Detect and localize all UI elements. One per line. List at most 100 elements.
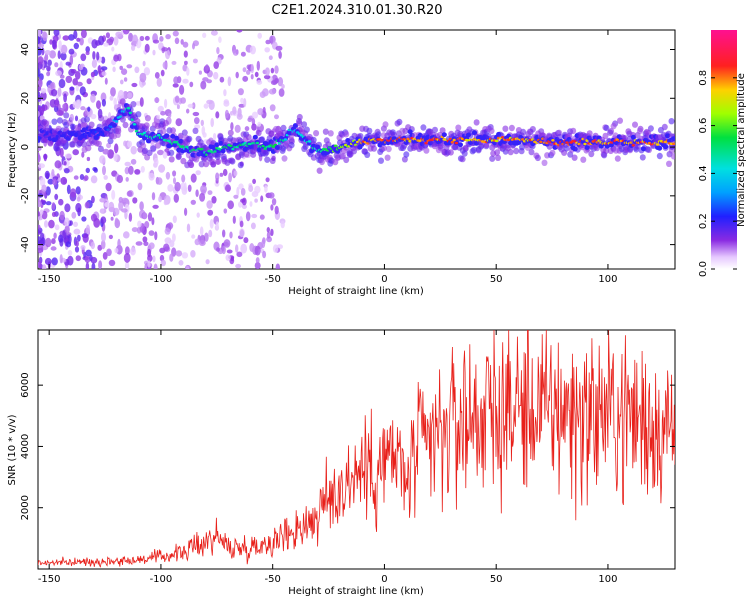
spectrogram-speckle (281, 84, 285, 89)
spectrogram-speckle (154, 231, 158, 241)
spectrogram-speckle (135, 241, 143, 246)
spectrogram-speckle (215, 111, 220, 119)
spectrogram-halo (162, 119, 169, 127)
spectrogram-ridge-core (539, 140, 543, 144)
spectrogram-halo (264, 156, 271, 163)
spectrogram-speckle (81, 151, 85, 158)
spectrogram-speckle (268, 55, 273, 60)
spectrogram-speckle (246, 64, 251, 70)
spectrogram-speckle (103, 175, 108, 180)
spectrogram-speckle (192, 111, 200, 117)
spectrogram-speckle (190, 199, 196, 205)
spectrogram-speckle (152, 204, 159, 209)
spectrogram-speckle (131, 44, 136, 52)
spectrogram-halo (494, 149, 501, 156)
spectrogram-speckle (121, 208, 128, 213)
spectrogram-x-label: Height of straight line (km) (288, 286, 424, 297)
spectrogram-speckle (232, 215, 236, 224)
spectrogram-speckle (195, 189, 199, 197)
spectrogram-speckle (163, 243, 170, 252)
spectrogram-y-label: Frequency (Hz) (7, 112, 18, 188)
spectrogram-speckle (224, 109, 229, 119)
spectrogram-halo (280, 124, 287, 132)
spectrogram-speckle (50, 246, 57, 251)
spectrogram-speckle (113, 54, 119, 62)
spectrogram-speckle (80, 53, 87, 62)
spectrogram-speckle (230, 256, 235, 262)
spectrogram-speckle (40, 88, 47, 94)
spectrogram-speckle (179, 84, 185, 95)
spectrogram-speckle (203, 103, 209, 109)
spectrogram-speckle (268, 192, 275, 199)
x-tick-label: 50 (490, 274, 503, 285)
spectrogram-speckle (225, 184, 231, 192)
spectrogram-speckle (99, 155, 106, 164)
x-tick-label: -150 (38, 274, 61, 285)
spectrogram-speckle (266, 231, 271, 239)
spectrogram-speckle (75, 84, 79, 92)
spectrogram-ridge-edge (252, 134, 258, 140)
spectrogram-y-ticks: -40 -20 0 20 40 (20, 43, 675, 253)
spectrogram-speckle (130, 247, 136, 256)
spectrogram-speckle (98, 260, 103, 269)
spectrogram-halo (150, 145, 157, 152)
spectrogram-halo (245, 134, 252, 141)
spectrogram-speckle (55, 70, 62, 77)
spectrogram-speckle (223, 100, 230, 107)
spectrogram-speckle (262, 106, 266, 114)
spectrogram-speckle (216, 247, 220, 252)
spectrogram-speckle (255, 257, 260, 264)
spectrogram-speckle (237, 88, 244, 96)
spectrogram-speckle (130, 158, 137, 165)
spectrogram-speckle (274, 205, 279, 215)
spectrogram-speckle (58, 78, 66, 89)
spectrogram-speckle (38, 47, 42, 56)
spectrogram-halo (168, 156, 175, 163)
spectrogram-speckle (223, 208, 228, 214)
spectrogram-speckle (51, 238, 56, 245)
spectrogram-speckle (41, 184, 47, 192)
x-tick-label: 0 (381, 574, 387, 585)
spectrogram-ridge-edge (671, 136, 675, 141)
spectrogram-halo (603, 147, 610, 154)
spectrogram-speckle (62, 103, 67, 110)
spectrogram-speckle (156, 177, 163, 185)
spectrogram-speckle (64, 203, 71, 213)
x-tick-label: -100 (150, 574, 173, 585)
spectrogram-speckle (186, 108, 190, 114)
spectrogram-speckle (208, 229, 213, 238)
spectrogram-ridge-core (114, 120, 119, 123)
spectrogram-speckle (90, 71, 95, 78)
spectrogram-speckle (151, 192, 156, 201)
spectrogram-speckle (235, 263, 242, 269)
spectrogram-speckle (76, 196, 81, 202)
spectrogram-speckle (222, 229, 226, 238)
spectrogram-speckle (101, 99, 106, 107)
spectrogram-speckle (254, 262, 261, 269)
spectrogram-speckle (105, 32, 110, 39)
spectrogram-halo (489, 155, 496, 162)
spectrogram-speckle (99, 208, 105, 214)
spectrogram-speckle (45, 201, 52, 206)
spectrogram-speckle (79, 37, 84, 46)
spectrogram-speckle (232, 106, 237, 115)
spectrogram-speckle (114, 217, 119, 225)
spectrogram-speckle (172, 215, 177, 224)
figure-title: C2E1.2024.310.01.30.R20 (271, 3, 442, 18)
spectrogram-speckle (132, 197, 138, 204)
colorbar-tick-label: 0.8 (698, 70, 709, 86)
spectrogram-speckle (206, 99, 213, 105)
spectrogram-speckle (165, 171, 171, 180)
spectrogram-speckle (109, 36, 115, 43)
spectrogram-speckle (251, 118, 256, 126)
spectrogram-halo (571, 154, 578, 161)
spectrogram-halo (186, 135, 193, 143)
spectrogram-ridge-core (132, 123, 137, 126)
spectrogram-speckle (194, 238, 200, 246)
spectrogram-halo (507, 148, 514, 156)
spectrogram-speckle (200, 184, 207, 194)
spectrogram-halo (51, 118, 58, 125)
spectrogram-speckle (46, 71, 51, 77)
spectrogram-speckle (63, 168, 70, 174)
spectrogram-speckle (249, 201, 253, 207)
